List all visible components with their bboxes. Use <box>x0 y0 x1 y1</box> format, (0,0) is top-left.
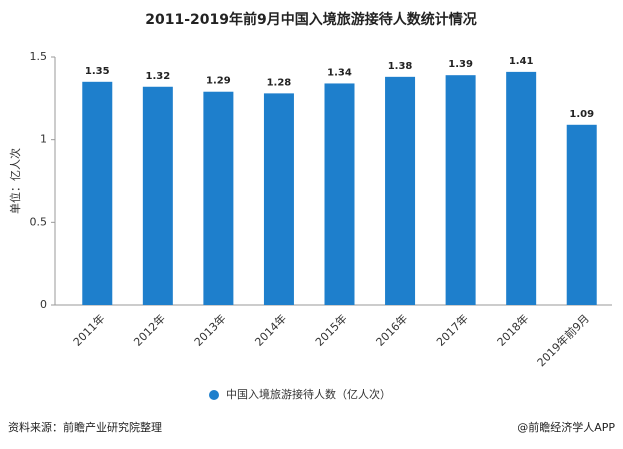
x-tick-label: 2015年 <box>312 311 349 348</box>
y-tick-label: 1.5 <box>30 50 48 63</box>
bar <box>263 93 294 305</box>
x-tick-label: 2019年前9月 <box>534 311 592 369</box>
x-tick-label: 2017年 <box>433 311 470 348</box>
bar <box>566 124 597 305</box>
x-tick-label: 2013年 <box>191 311 228 348</box>
value-label: 1.39 <box>448 59 473 70</box>
legend-label: 中国入境旅游接待人数（亿人次） <box>226 387 391 401</box>
source: 资料来源：前瞻产业研究院整理 <box>8 420 162 434</box>
bar <box>203 91 234 305</box>
y-axis-label: 单位：亿人次 <box>8 148 22 214</box>
value-label: 1.09 <box>569 109 594 120</box>
x-tick-label: 2014年 <box>252 311 289 348</box>
bar <box>324 83 355 305</box>
bar <box>385 76 416 305</box>
chart-title: 2011-2019年前9月中国入境旅游接待人数统计情况 <box>145 11 476 28</box>
value-label: 1.32 <box>145 71 170 82</box>
value-label: 1.28 <box>267 77 292 88</box>
value-label: 1.35 <box>85 66 110 77</box>
y-tick-label: 1 <box>40 133 47 146</box>
y-tick-label: 0 <box>40 298 47 311</box>
value-label: 1.38 <box>388 61 413 72</box>
x-tick-label: 2011年 <box>70 311 107 348</box>
value-label: 1.34 <box>327 67 352 78</box>
legend-marker <box>209 390 219 400</box>
bar <box>506 71 537 305</box>
bar <box>142 86 173 305</box>
x-tick-label: 2016年 <box>373 311 410 348</box>
credit: @前瞻经济学人APP <box>517 420 615 434</box>
x-tick-label: 2018年 <box>494 311 531 348</box>
value-label: 1.41 <box>509 56 534 67</box>
x-tick-label: 2012年 <box>131 311 168 348</box>
y-tick-label: 0.5 <box>30 215 48 228</box>
value-label: 1.29 <box>206 76 231 87</box>
bar <box>82 81 113 305</box>
bar <box>445 75 476 305</box>
